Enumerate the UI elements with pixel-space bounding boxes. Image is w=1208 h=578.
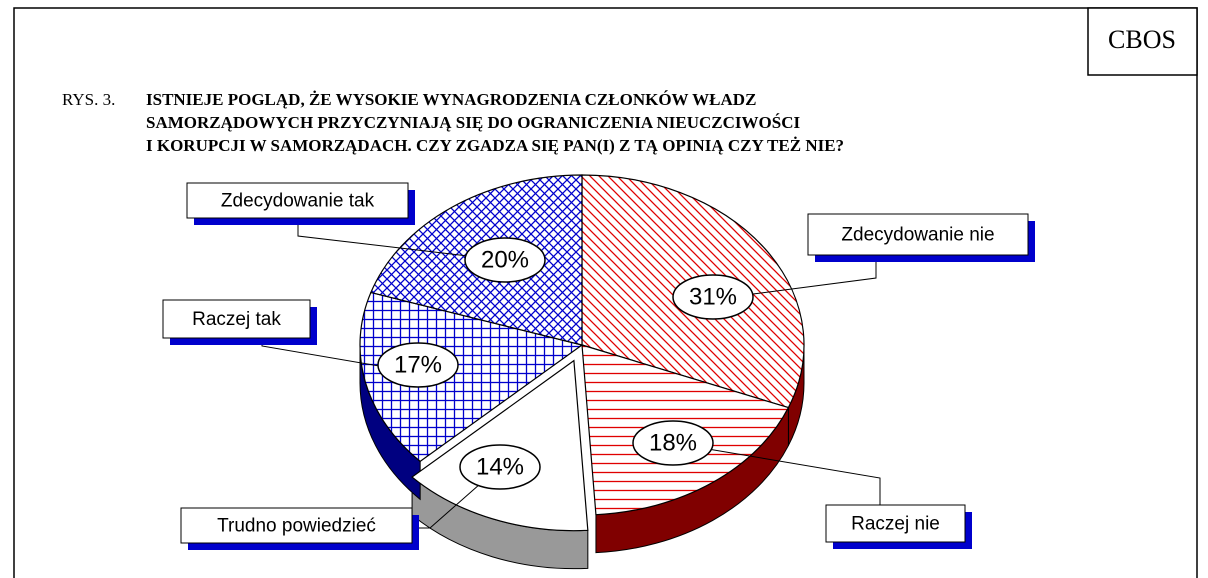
value-bubble — [459, 444, 541, 490]
value-label: 31% — [689, 283, 737, 310]
category-label: Trudno powiedzieć — [217, 516, 376, 537]
label-box — [180, 507, 413, 544]
value-bubble — [632, 420, 714, 466]
chart-title: ISTNIEJE POGLĄD, ŻE WYSOKIE WYNAGRODZENI… — [146, 90, 756, 109]
frame — [13, 7, 1198, 578]
value-label: 17% — [394, 351, 442, 378]
source-box — [1087, 7, 1198, 76]
chart-title: I KORUPCJI W SAMORZĄDACH. CZY ZGADZA SIĘ… — [146, 136, 844, 155]
chart-title: SAMORZĄDOWYCH PRZYCZYNIAJĄ SIĘ DO OGRANI… — [146, 113, 800, 132]
value-bubble — [464, 237, 546, 283]
category-label: Zdecydowanie tak — [221, 191, 375, 212]
leader-line — [707, 448, 881, 505]
value-label: 20% — [481, 246, 529, 273]
value-bubble — [672, 274, 754, 320]
value-bubble — [377, 342, 459, 388]
slice — [359, 291, 584, 463]
category-label: Raczej tak — [192, 309, 281, 330]
label-box — [186, 182, 409, 219]
figure-label: RYS. 3. — [62, 90, 115, 109]
label-box — [825, 504, 966, 543]
value-label: 14% — [476, 453, 524, 480]
value-label: 18% — [649, 429, 697, 456]
leader-line — [752, 255, 877, 295]
label-box — [807, 213, 1029, 256]
source: CBOS — [1108, 25, 1176, 54]
label-box — [162, 299, 311, 339]
category-label: Zdecydowanie nie — [841, 225, 994, 246]
category-label: Raczej nie — [851, 514, 940, 535]
